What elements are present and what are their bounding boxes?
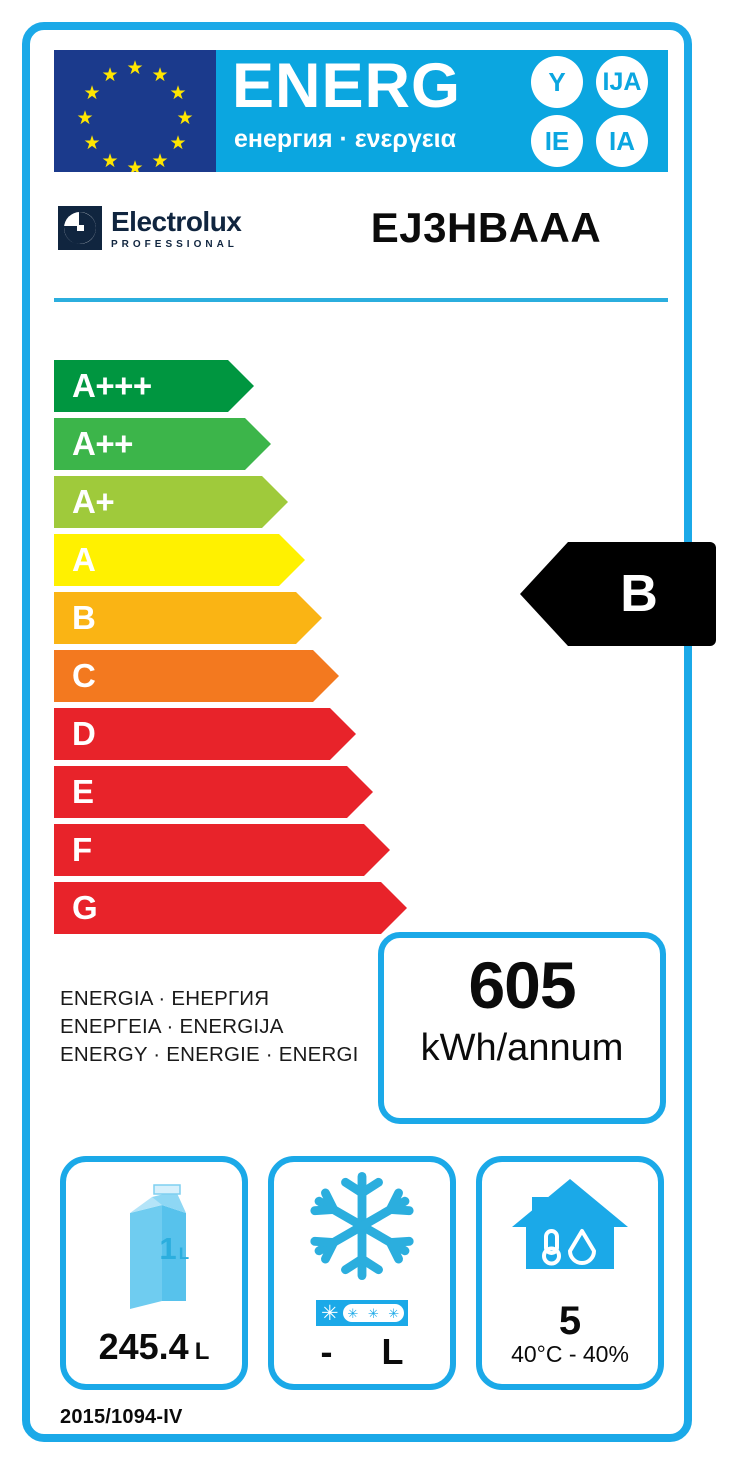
energy-multilingual-text: ENERGIA · ЕНЕРГИЯ ΕΝΕΡΓΕΙΑ · ENERGIJA EN… (60, 985, 359, 1069)
class-label: B (72, 599, 96, 636)
eu-star: ★ (83, 133, 101, 154)
fridge-volume-box: 1 L 245.4 L (60, 1156, 248, 1390)
regulation-reference: 2015/1094-IV (60, 1406, 183, 1428)
eu-star: ★ (101, 65, 119, 86)
freezer-volume-box: ✳ ✳ ✳ ✳ - L (268, 1156, 456, 1390)
eu-star: ★ (169, 83, 187, 104)
eu-star: ★ (101, 151, 119, 172)
freezer-volume-unit: L (381, 1331, 404, 1372)
class-arrow (54, 476, 288, 528)
climate-class-box: 5 40°C - 40% (476, 1156, 664, 1390)
electrolux-mark-icon (58, 206, 102, 250)
eu-star: ★ (126, 58, 144, 79)
class-label: A (72, 541, 96, 578)
star-rating-primary: ✳ (321, 1301, 339, 1325)
energ-subtitle: енергия · ενεργεια (234, 125, 456, 153)
annual-energy-unit: kWh/annum (420, 1027, 624, 1069)
badge-ija: IJA (596, 56, 648, 108)
class-label: A+ (72, 483, 115, 520)
energy-label: ★ ★ ★ ★ ★ ★ ★ ★ ★ ★ ★ ★ ENERG енергия · … (22, 22, 716, 1442)
class-row-g: G (54, 882, 407, 934)
eu-star: ★ (151, 65, 169, 86)
eu-star: ★ (151, 151, 169, 172)
star-rating-item: ✳ (347, 1305, 359, 1321)
european-union-flag-icon: ★ ★ ★ ★ ★ ★ ★ ★ ★ ★ ★ ★ (54, 50, 216, 172)
class-row-e: E (54, 766, 373, 818)
class-label: D (72, 715, 96, 752)
class-label: E (72, 773, 94, 810)
class-label: G (72, 889, 98, 926)
eu-star: ★ (83, 83, 101, 104)
energy-words-line-2: ΕΝΕΡΓΕΙΑ · ENERGIJA (60, 1015, 284, 1038)
class-arrow (54, 650, 339, 702)
class-row-a-plus-plus-plus: A+++ (54, 360, 254, 412)
class-row-b: B (54, 592, 322, 644)
energy-words-line-1: ENERGIA · ЕНЕРГИЯ (60, 987, 270, 1010)
class-row-a-plus: A+ (54, 476, 288, 528)
class-arrow (54, 882, 407, 934)
milk-carton-icon: 1 L (66, 1168, 242, 1318)
badge-ia: IA (596, 115, 648, 167)
climate-conditions: 40°C - 40% (511, 1341, 629, 1367)
svg-text:L: L (179, 1244, 189, 1263)
freezer-star-rating-icon: ✳ ✳ ✳ ✳ (316, 1300, 408, 1326)
fridge-volume-value: 245.4 L (98, 1326, 210, 1367)
class-label: F (72, 831, 92, 868)
electrolux-logo: Electrolux PROFESSIONAL (58, 206, 242, 251)
star-rating-item: ✳ (388, 1305, 400, 1321)
class-row-c: C (54, 650, 339, 702)
svg-text:1: 1 (159, 1231, 176, 1266)
class-row-f: F (54, 824, 390, 876)
pictogram-row: 1 L 245.4 L (60, 1156, 664, 1390)
class-label: A++ (72, 425, 133, 462)
eu-star: ★ (76, 108, 94, 129)
class-arrow (54, 360, 254, 412)
class-arrow (54, 418, 271, 470)
climate-class-value: 5 (558, 1299, 582, 1343)
annual-energy-value: 605 (468, 948, 576, 1022)
class-arrow (54, 534, 305, 586)
freezer-volume-value: - L (274, 1332, 450, 1372)
class-arrow (54, 824, 390, 876)
badge-ie: IE (531, 115, 583, 167)
header-divider (54, 298, 668, 302)
selected-class-marker: B (520, 542, 716, 646)
eu-star: ★ (126, 158, 144, 172)
class-arrow (54, 592, 322, 644)
class-arrow (54, 708, 356, 760)
badge-y: Y (531, 56, 583, 108)
selected-class-label: B (620, 565, 658, 623)
brand-row: Electrolux PROFESSIONAL EJ3HBAAA (54, 188, 668, 280)
class-label: C (72, 657, 96, 694)
language-badges: Y IJA IE IA (528, 56, 660, 168)
freezer-volume-number: - (320, 1331, 333, 1372)
eu-star: ★ (169, 133, 187, 154)
class-row-a-plus-plus: A++ (54, 418, 271, 470)
energ-banner: ENERG енергия · ενεργεια Y IJA IE IA (216, 50, 668, 172)
house-climate-icon (482, 1170, 658, 1280)
label-header: ★ ★ ★ ★ ★ ★ ★ ★ ★ ★ ★ ★ ENERG енергия · … (54, 50, 668, 172)
brand-name: Electrolux (111, 206, 242, 237)
class-label: A+++ (72, 367, 152, 404)
class-arrow (54, 766, 373, 818)
star-rating-group: ✳ ✳ ✳ (342, 1304, 404, 1322)
energy-words-line-3: ENERGY · ENERGIE · ENERGI (60, 1043, 359, 1066)
annual-energy-consumption-box: 605 kWh/annum (378, 932, 666, 1124)
class-row-d: D (54, 708, 356, 760)
efficiency-class-scale: A+++ A++ A+ A B (54, 360, 716, 934)
model-identifier: EJ3HBAAA (370, 204, 602, 251)
brand-tagline: PROFESSIONAL (111, 239, 238, 250)
eu-star: ★ (176, 108, 194, 129)
star-rating-item: ✳ (367, 1305, 379, 1321)
class-row-a: A (54, 534, 305, 586)
energ-title: ENERG (232, 51, 462, 121)
snowflake-icon (274, 1162, 450, 1290)
